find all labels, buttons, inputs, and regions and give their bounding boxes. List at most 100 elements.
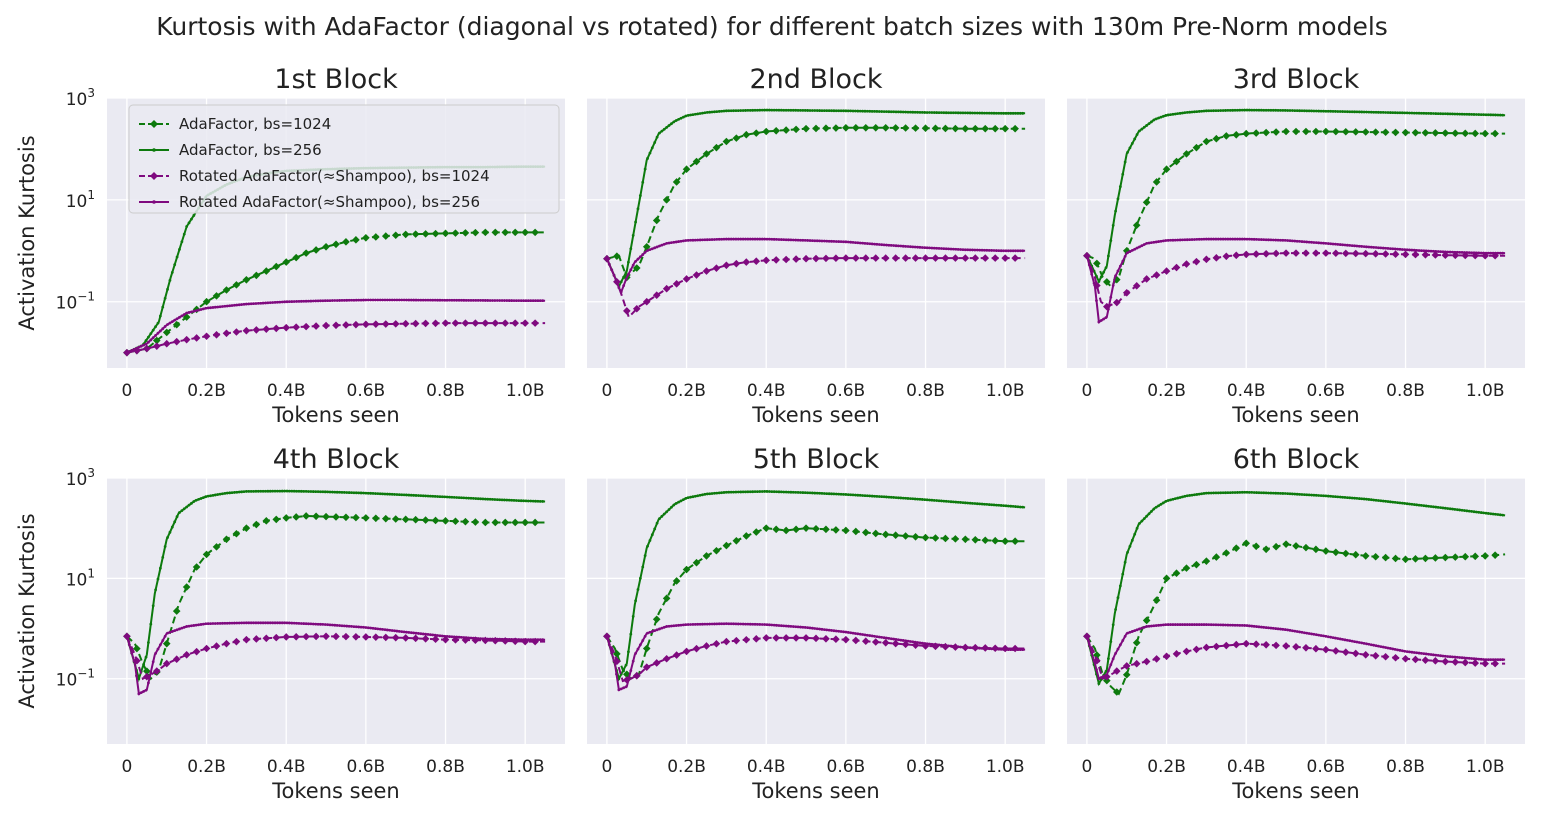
series-marker xyxy=(1130,630,1134,633)
series-marker xyxy=(1281,492,1285,495)
series-marker xyxy=(522,499,525,503)
series-marker xyxy=(1093,259,1101,268)
series-marker xyxy=(1009,111,1013,115)
series-marker xyxy=(1109,295,1113,299)
series-marker xyxy=(173,629,177,633)
series-marker xyxy=(1332,127,1340,136)
series-marker xyxy=(763,490,767,493)
series-marker xyxy=(1415,248,1419,252)
series-marker xyxy=(858,632,862,636)
series-marker xyxy=(249,621,253,625)
series-marker xyxy=(820,109,824,112)
series-marker xyxy=(1152,240,1156,244)
series-marker xyxy=(1264,626,1268,629)
series-marker xyxy=(1252,237,1256,241)
series-marker xyxy=(536,638,540,642)
series-marker xyxy=(712,143,721,152)
series-marker xyxy=(312,246,320,254)
series-marker xyxy=(944,644,948,648)
series-marker xyxy=(1274,108,1278,112)
series-marker xyxy=(971,535,980,544)
series-marker xyxy=(391,515,400,523)
series-marker xyxy=(638,576,642,580)
series-marker xyxy=(1133,137,1137,141)
series-marker xyxy=(400,630,404,634)
series-marker xyxy=(481,636,490,645)
series-marker xyxy=(1202,557,1211,565)
series-marker xyxy=(646,544,649,548)
series-marker xyxy=(830,239,833,243)
series-marker xyxy=(641,565,645,569)
series-marker xyxy=(1104,673,1108,677)
series-marker xyxy=(187,503,191,507)
series-marker xyxy=(491,518,500,527)
series-marker xyxy=(653,527,657,531)
series-marker xyxy=(204,622,208,626)
series-marker xyxy=(366,491,370,495)
series-marker xyxy=(975,111,979,115)
series-marker xyxy=(1112,688,1121,696)
series-marker xyxy=(627,650,630,654)
series-marker xyxy=(507,498,511,502)
series-marker xyxy=(973,248,977,252)
series-marker xyxy=(272,324,281,333)
series-marker xyxy=(842,240,845,244)
series-marker xyxy=(412,631,416,635)
series-marker xyxy=(799,491,802,494)
series-marker xyxy=(980,502,984,506)
series-marker xyxy=(1494,113,1497,117)
x-tick-label: 0.6B xyxy=(1307,757,1346,777)
series-marker xyxy=(1343,110,1347,114)
series-marker xyxy=(1432,653,1435,657)
series-marker xyxy=(842,492,845,496)
series-marker xyxy=(710,492,714,495)
series-marker xyxy=(541,638,545,642)
series-marker xyxy=(194,498,198,502)
series-marker xyxy=(1322,249,1330,257)
series-marker xyxy=(880,635,884,639)
series-marker xyxy=(1219,491,1223,495)
series-marker xyxy=(1116,269,1120,273)
series-marker xyxy=(627,260,630,264)
series-marker xyxy=(283,300,287,304)
series-marker xyxy=(732,622,735,626)
series-marker xyxy=(345,298,349,302)
series-marker xyxy=(1178,238,1182,242)
series-group xyxy=(603,108,1026,319)
series-marker xyxy=(1142,243,1146,246)
series-marker xyxy=(1248,108,1251,112)
series-marker xyxy=(1436,654,1440,657)
series-marker xyxy=(1400,649,1404,653)
series-marker xyxy=(820,627,824,631)
series-marker xyxy=(1185,494,1189,498)
series-marker xyxy=(201,307,205,311)
series-marker xyxy=(448,495,451,499)
series-marker xyxy=(1150,241,1153,245)
series-marker xyxy=(802,124,810,133)
series-marker xyxy=(342,632,350,641)
series-marker xyxy=(782,490,786,494)
series-marker xyxy=(212,330,221,339)
series-marker xyxy=(868,634,872,637)
series-marker xyxy=(935,111,939,114)
series-marker xyxy=(338,624,341,627)
series-marker xyxy=(873,242,876,246)
series-marker xyxy=(1016,249,1020,253)
panel-title: 6th Block xyxy=(1233,444,1360,475)
series-marker xyxy=(1336,242,1340,246)
series-marker xyxy=(622,686,626,690)
series-marker xyxy=(1271,626,1275,630)
series-marker xyxy=(1157,240,1160,243)
series-marker xyxy=(1451,655,1454,659)
series-marker xyxy=(481,299,485,302)
series-marker xyxy=(1302,643,1310,652)
series-marker xyxy=(875,242,879,246)
series-marker xyxy=(352,236,360,244)
series-marker xyxy=(170,270,174,274)
series-marker xyxy=(1016,648,1020,652)
series-marker xyxy=(1238,623,1242,627)
series-marker xyxy=(185,625,189,628)
series-marker xyxy=(1172,263,1181,272)
series-marker xyxy=(280,489,284,493)
series-marker xyxy=(865,242,869,245)
